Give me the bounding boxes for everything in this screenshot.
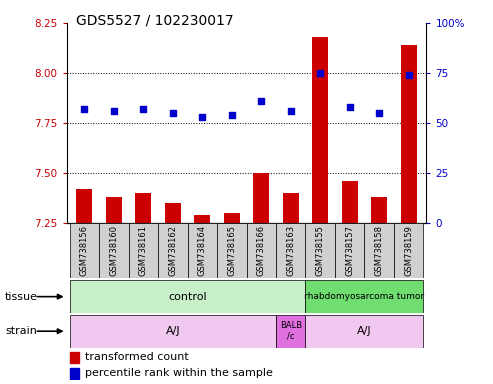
Bar <box>276 223 306 278</box>
Text: GSM738160: GSM738160 <box>109 225 118 276</box>
Bar <box>217 223 246 278</box>
Text: GSM738162: GSM738162 <box>168 225 177 276</box>
Point <box>198 114 206 120</box>
Point <box>346 104 353 110</box>
Bar <box>70 352 79 363</box>
Bar <box>394 223 423 278</box>
Bar <box>70 367 79 379</box>
Bar <box>282 193 299 223</box>
Bar <box>364 223 394 278</box>
Text: GSM738161: GSM738161 <box>139 225 148 276</box>
Text: GSM738157: GSM738157 <box>345 225 354 276</box>
Bar <box>224 213 240 223</box>
Bar <box>165 203 181 223</box>
Bar <box>371 197 387 223</box>
Text: A/J: A/J <box>166 326 180 336</box>
Text: GSM738155: GSM738155 <box>316 225 325 276</box>
Text: GSM738163: GSM738163 <box>286 225 295 276</box>
Bar <box>194 215 211 223</box>
Bar <box>306 280 423 313</box>
Text: strain: strain <box>5 326 37 336</box>
Text: control: control <box>168 291 207 302</box>
Bar <box>335 223 364 278</box>
Text: BALB
/c: BALB /c <box>280 321 302 341</box>
Text: GSM738156: GSM738156 <box>80 225 89 276</box>
Text: GSM738158: GSM738158 <box>375 225 384 276</box>
Bar <box>246 223 276 278</box>
Text: GSM738165: GSM738165 <box>227 225 236 276</box>
Text: GDS5527 / 102230017: GDS5527 / 102230017 <box>76 13 234 27</box>
Bar <box>306 223 335 278</box>
Text: GSM738159: GSM738159 <box>404 225 413 276</box>
Bar <box>276 315 306 348</box>
Bar <box>76 189 92 223</box>
Text: rhabdomyosarcoma tumor: rhabdomyosarcoma tumor <box>305 292 424 301</box>
Point <box>257 98 265 104</box>
Bar <box>99 223 129 278</box>
Bar <box>187 223 217 278</box>
Point <box>110 108 118 114</box>
Point <box>317 70 324 76</box>
Bar <box>342 181 358 223</box>
Text: transformed count: transformed count <box>85 353 188 362</box>
Point <box>169 110 176 116</box>
Text: GSM738164: GSM738164 <box>198 225 207 276</box>
Bar <box>306 315 423 348</box>
Bar <box>158 223 187 278</box>
Point <box>375 110 383 116</box>
Text: GSM738166: GSM738166 <box>257 225 266 276</box>
Text: A/J: A/J <box>357 326 372 336</box>
Bar <box>70 315 276 348</box>
Text: percentile rank within the sample: percentile rank within the sample <box>85 368 273 378</box>
Bar <box>106 197 122 223</box>
Bar <box>135 193 151 223</box>
Bar <box>70 280 306 313</box>
Text: tissue: tissue <box>5 291 38 302</box>
Bar <box>70 223 99 278</box>
Point <box>228 112 236 118</box>
Point <box>287 108 295 114</box>
Bar <box>253 173 269 223</box>
Bar <box>312 37 328 223</box>
Point <box>405 72 413 78</box>
Point <box>80 106 88 112</box>
Point <box>140 106 147 112</box>
Bar <box>401 45 417 223</box>
Bar <box>129 223 158 278</box>
